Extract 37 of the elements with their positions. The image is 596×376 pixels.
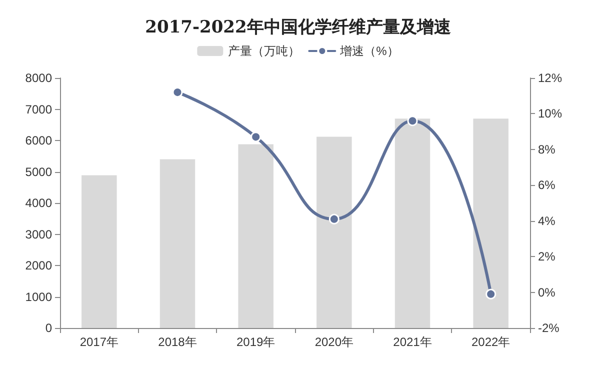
y-tick-label: 3000: [25, 227, 52, 242]
bar: [82, 175, 117, 328]
x-tick-label: 2017年: [80, 335, 119, 349]
y-tick-label: 1000: [25, 290, 52, 304]
y-tick-label: 0: [45, 321, 52, 335]
bar: [394, 118, 430, 328]
y2-tick-label: 12%: [538, 71, 562, 85]
y2-tick-label: 2%: [538, 250, 556, 264]
y-tick-label: 2000: [25, 258, 52, 272]
x-tick-label: 2022年: [471, 335, 510, 349]
y2-tick-label: 6%: [538, 178, 556, 192]
y-tick-label: 8000: [25, 71, 52, 85]
point: [407, 116, 418, 126]
legend-label: 增速（%）: [339, 44, 399, 58]
chart-title: 2017-2022年中国化学纤维产量及增速: [145, 18, 451, 38]
y-tick-label: 6000: [25, 134, 52, 148]
x-tick-label: 2020年: [314, 335, 354, 349]
bar: [316, 136, 352, 328]
y2-tick-label: 10%: [538, 106, 562, 121]
x-tick-label: 2021年: [393, 335, 432, 349]
y-tick-label: 4000: [25, 196, 52, 210]
x-tick-label: 2019年: [236, 335, 276, 349]
y-tick-label: 7000: [25, 102, 52, 116]
point: [486, 288, 496, 300]
x-tick-label: 2018年: [158, 335, 197, 349]
legend-label: 产量（万吨）: [228, 44, 300, 58]
y2-tick-label: -2%: [538, 321, 560, 335]
y-tick-label: 5000: [25, 164, 52, 179]
bar: [473, 118, 508, 328]
y2-tick-label: 8%: [538, 142, 556, 156]
bar: [238, 144, 274, 328]
point: [250, 132, 262, 142]
y2-tick-label: 0%: [538, 285, 556, 300]
y2-tick-label: 4%: [538, 214, 556, 228]
point: [172, 87, 183, 98]
bar: [160, 159, 196, 328]
point: [328, 214, 340, 224]
